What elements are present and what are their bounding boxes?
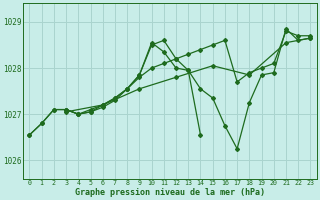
X-axis label: Graphe pression niveau de la mer (hPa): Graphe pression niveau de la mer (hPa): [75, 188, 265, 197]
